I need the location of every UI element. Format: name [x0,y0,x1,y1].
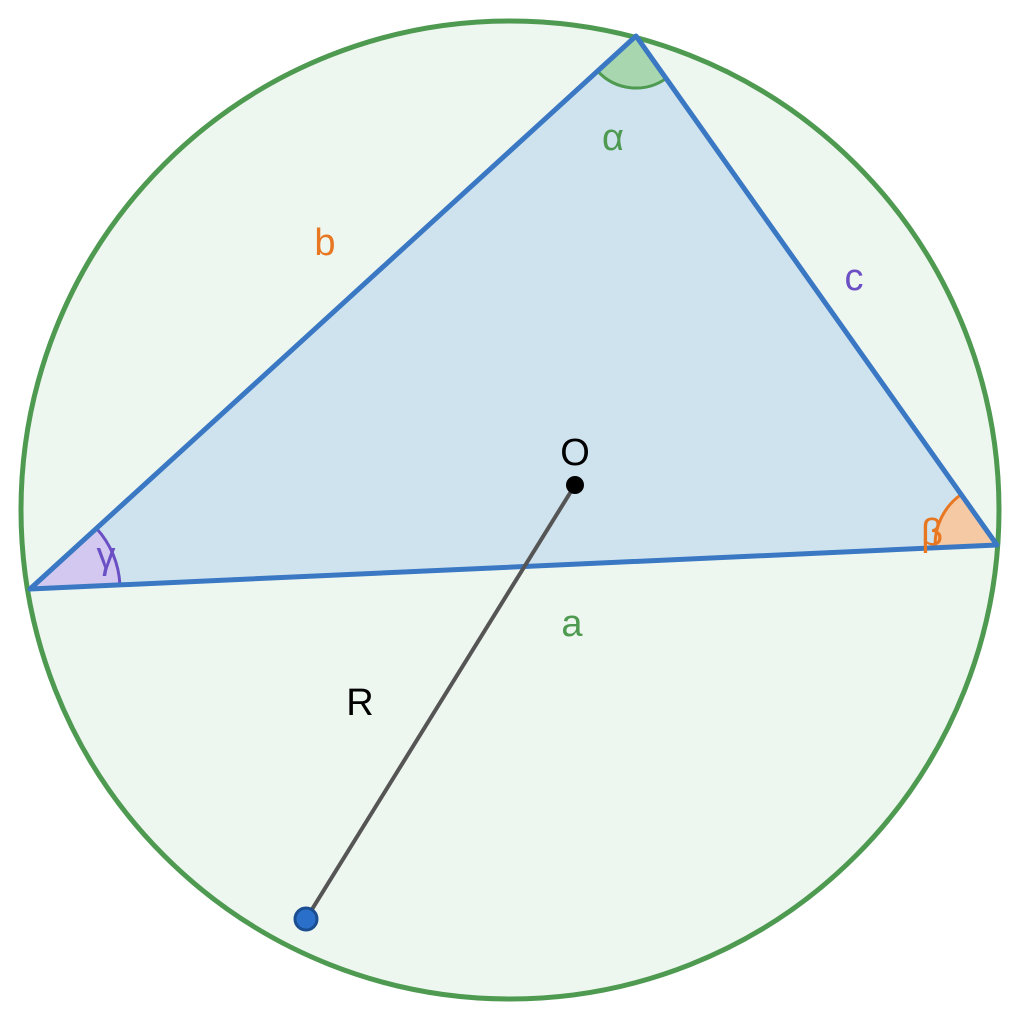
angle-label-beta: β [921,512,943,554]
side-label-c: c [845,257,864,299]
angle-label-alpha: α [602,117,624,159]
center-dot [566,476,584,494]
side-label-a: a [561,603,583,645]
center-label: O [560,432,590,474]
side-label-b: b [314,222,335,264]
angle-label-gamma: γ [97,535,116,577]
radius-label: R [346,682,373,724]
diagram-canvas: O R a b c α β γ [0,0,1021,1020]
radius-endpoint-dot [295,908,317,930]
